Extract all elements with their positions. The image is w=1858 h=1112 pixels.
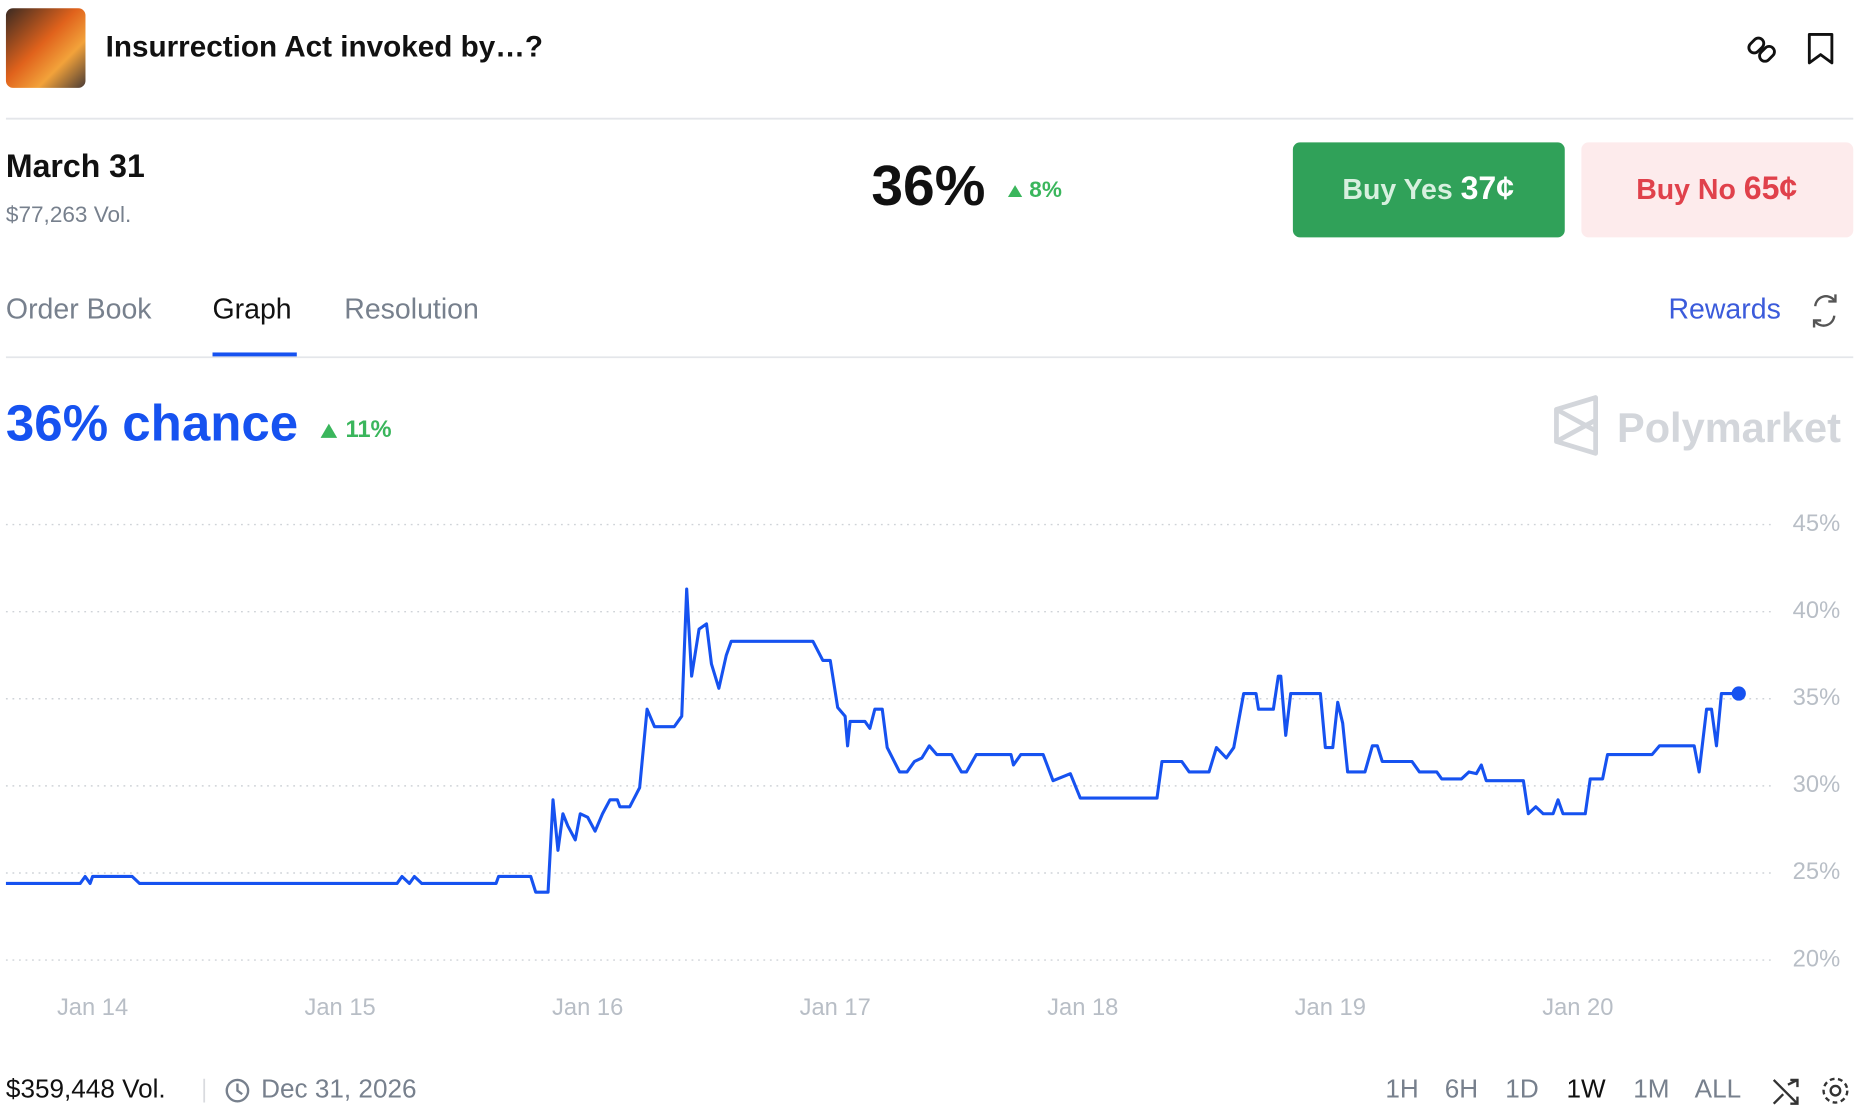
market-title: Insurrection Act invoked by…? [106,31,543,64]
y-tick-label: 45% [1793,511,1840,537]
settings-icon[interactable] [1822,1077,1849,1104]
range-option[interactable]: 1H [1385,1074,1418,1104]
shuffle-icon[interactable] [1772,1078,1799,1105]
market-thumbnail [5,8,86,88]
bookmark-icon[interactable] [1807,32,1834,65]
outcome-price: 36% [871,154,985,218]
x-tick-label: Jan 15 [305,995,376,1021]
x-tick-label: Jan 19 [1295,995,1366,1021]
button-price: 37¢ [1461,171,1515,207]
y-tick-label: 35% [1793,685,1840,711]
chance-change: 11% [345,417,391,443]
y-tick-label: 30% [1793,772,1840,798]
range-option[interactable]: 1W [1567,1074,1607,1104]
button-text: Buy No 65¢ [1636,171,1797,207]
button-price: 65¢ [1744,171,1798,207]
range-option[interactable]: ALL [1695,1074,1741,1104]
outcome-name: March 31 [6,148,145,184]
x-tick-label: Jan 18 [1047,995,1118,1021]
button-bg [1581,142,1854,238]
range-option[interactable]: 1M [1633,1074,1669,1104]
x-tick-label: Jan 17 [800,995,871,1021]
link-icon[interactable] [1747,36,1777,64]
last-point [1731,686,1746,701]
range-option[interactable]: 6H [1445,1074,1478,1104]
tab-active[interactable]: Graph [213,293,292,325]
chance-value: 36% chance [6,395,298,452]
x-tick-label: Jan 20 [1542,995,1613,1021]
buy-no-button[interactable]: Buy No 65¢ [1581,142,1854,238]
price-change: 8% [1029,177,1062,202]
button-label: Buy Yes [1342,174,1452,206]
rewards-link[interactable]: Rewards [1668,293,1780,325]
y-tick-label: 20% [1793,946,1840,972]
price-chart: 20% 25% 30% 35% 40% 45% Jan 14 Jan 15 Jan 16 Jan … [5,511,1840,1021]
tab-underline [212,352,297,358]
y-tick-label: 40% [1793,598,1840,624]
tab[interactable]: Resolution [344,293,479,325]
tab[interactable]: Order Book [6,293,152,325]
range-selector: 1H 6H 1D 1W 1M ALL [1385,1074,1741,1104]
button-bg [1292,142,1565,238]
total-volume: $359,448 Vol. [6,1074,166,1104]
button-text: Buy Yes 37¢ [1342,171,1514,207]
up-arrow [1007,185,1023,198]
outcome-volume: $77,263 Vol. [6,202,131,227]
range-option[interactable]: 1D [1505,1074,1538,1104]
up-arrow [320,423,338,438]
x-tick-label: Jan 16 [552,995,623,1021]
brand-name: Polymarket [1617,404,1841,451]
refresh-icon[interactable] [1812,294,1837,328]
end-date: Dec 31, 2026 [261,1074,416,1104]
price-line [5,587,1739,894]
buy-yes-button[interactable]: Buy Yes 37¢ [1292,142,1565,238]
button-label: Buy No [1636,174,1736,206]
brand-logo [1554,395,1598,456]
x-tick-label: Jan 14 [57,995,128,1021]
y-tick-label: 25% [1793,859,1840,885]
clock-icon [225,1078,250,1103]
